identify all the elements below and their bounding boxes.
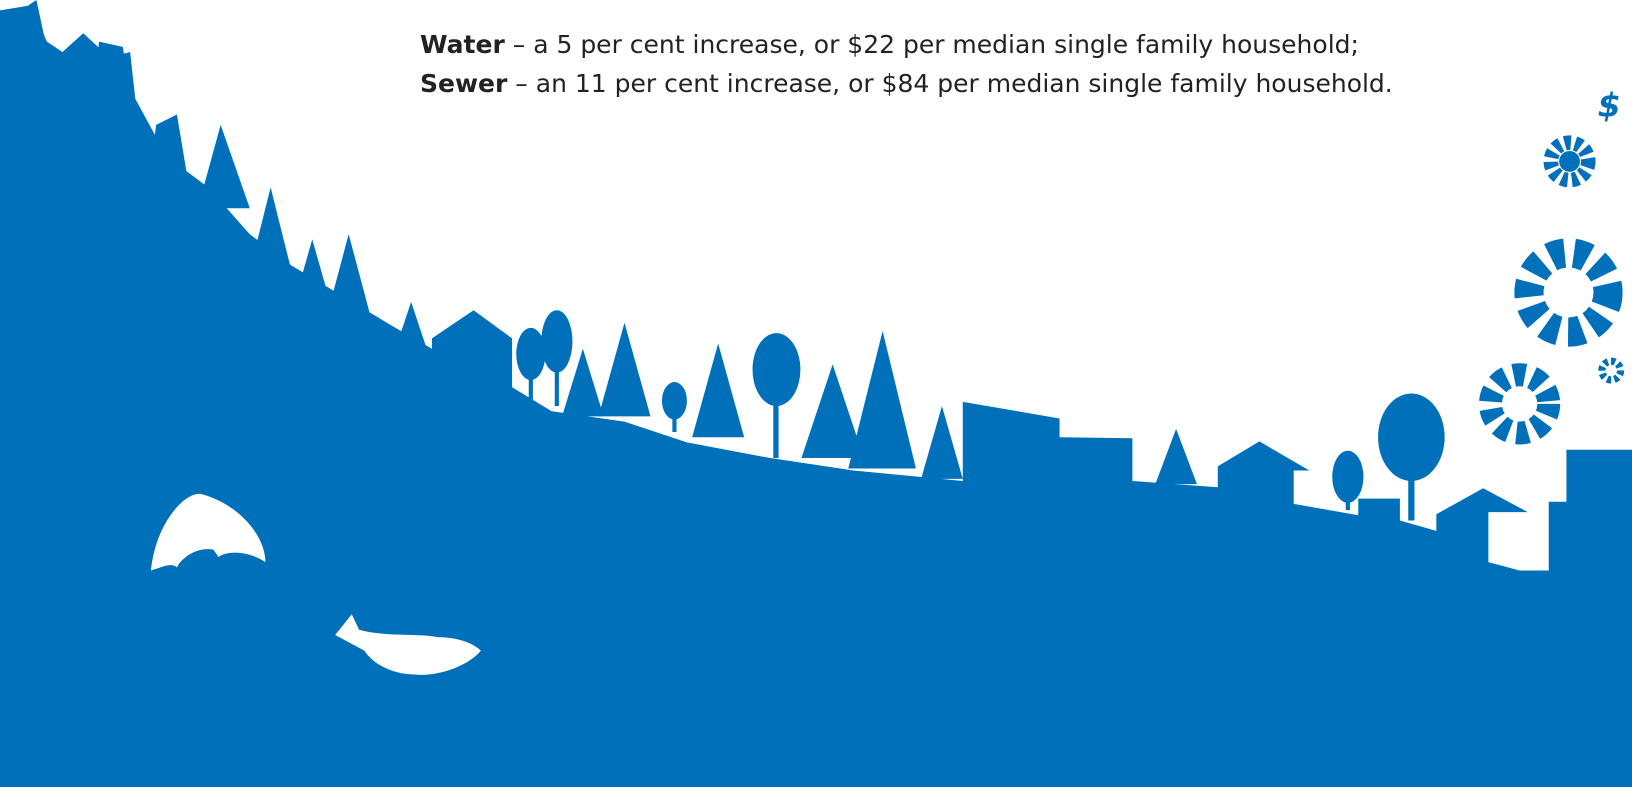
line-label: Water (420, 30, 505, 59)
sewer-line: Sewer – an 11 per cent increase, or $84 … (420, 71, 1393, 96)
svg-text:$: $ (1598, 86, 1621, 125)
line-label: Sewer (420, 69, 508, 98)
line-text: – an 11 per cent increase, or $84 per me… (515, 69, 1393, 98)
water-line: Water – a 5 per cent increase, or $22 pe… (420, 32, 1359, 57)
line-text: – a 5 per cent increase, or $22 per medi… (512, 30, 1359, 59)
